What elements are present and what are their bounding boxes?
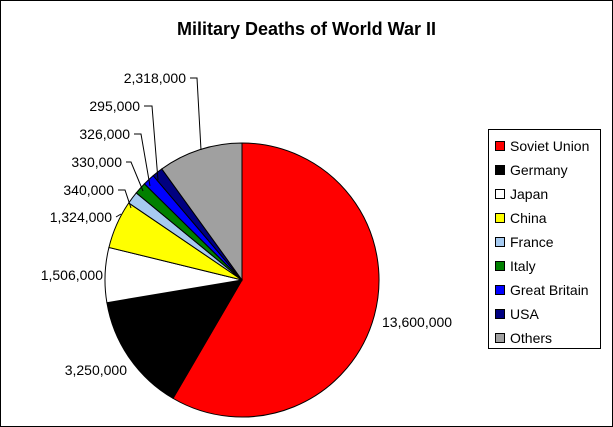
legend-label: Italy <box>510 258 536 274</box>
legend-item-usa: USA <box>495 302 539 326</box>
legend-swatch <box>495 237 505 247</box>
pie-slice-germany <box>106 279 243 400</box>
leader-lines <box>115 77 202 218</box>
data-label-soviet-union: 13,600,000 <box>382 314 452 330</box>
legend-label: Germany <box>510 162 568 178</box>
data-labels: 13,600,000 3,250,000 1,506,000 1,324,000 340… <box>41 70 453 378</box>
legend-item-others: Others <box>495 326 552 350</box>
legend-swatch <box>495 213 505 223</box>
legend-item-great-britain: Great Britain <box>495 278 589 302</box>
legend-label: France <box>510 234 554 250</box>
legend-label: Great Britain <box>510 282 589 298</box>
legend-swatch <box>495 189 505 199</box>
data-label-usa: 295,000 <box>89 98 140 114</box>
legend-label: USA <box>510 306 539 322</box>
leader-line-italy <box>126 161 144 192</box>
leader-line-france <box>118 189 132 209</box>
data-label-china: 1,324,000 <box>50 209 112 225</box>
legend-swatch <box>495 309 505 319</box>
legend-item-italy: Italy <box>495 254 536 278</box>
legend-item-china: China <box>495 206 547 230</box>
data-label-others: 2,318,000 <box>124 70 186 86</box>
legend-item-germany: Germany <box>495 158 568 182</box>
legend-item-soviet-union: Soviet Union <box>495 134 589 158</box>
leader-line-china <box>115 213 122 218</box>
leader-line-others <box>190 77 202 151</box>
legend-swatch <box>495 141 505 151</box>
legend-swatch <box>495 333 505 343</box>
pie-slice-soviet-union <box>172 142 380 418</box>
legend-label: Japan <box>510 186 549 202</box>
chart-title: Military Deaths of World War II <box>176 19 437 39</box>
data-label-japan: 1,506,000 <box>41 267 103 283</box>
legend-label: China <box>510 210 547 226</box>
pie-slices <box>104 142 380 418</box>
leader-line-great-britain <box>134 133 151 187</box>
legend-label: Soviet Union <box>510 138 590 154</box>
legend-item-japan: Japan <box>495 182 548 206</box>
legend-swatch <box>495 165 505 175</box>
legend-swatch <box>495 261 505 271</box>
leader-line-usa <box>144 105 159 181</box>
legend-swatch <box>495 285 505 295</box>
legend: Soviet Union Germany Japan China France Italy… <box>488 129 601 349</box>
data-label-great-britain: 326,000 <box>79 126 130 142</box>
pie-slice-others <box>161 142 243 282</box>
data-label-italy: 330,000 <box>71 154 122 170</box>
data-label-germany: 3,250,000 <box>65 362 127 378</box>
data-label-france: 340,000 <box>63 182 114 198</box>
legend-label: Others <box>510 330 553 346</box>
legend-item-france: France <box>495 230 554 254</box>
